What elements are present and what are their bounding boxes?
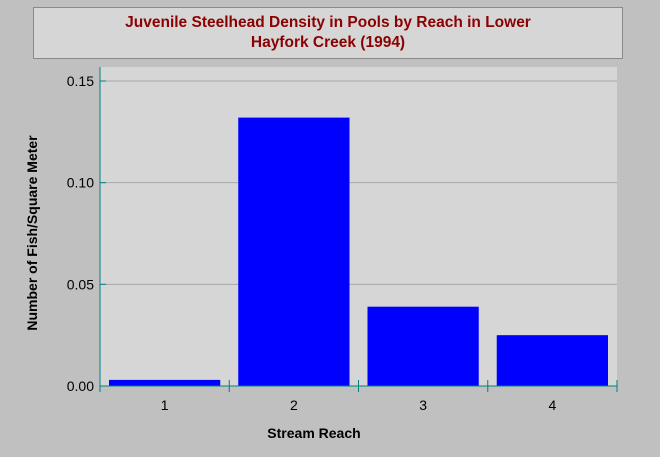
bar <box>496 335 608 386</box>
y-tick-label: 0.00 <box>67 378 94 394</box>
y-tick-label: 0.10 <box>67 175 94 191</box>
chart-title: Juvenile Steelhead Density in Pools by R… <box>33 7 623 59</box>
bar <box>109 379 221 386</box>
y-axis-title: Number of Fish/Square Meter <box>24 135 40 331</box>
bar <box>367 306 479 386</box>
bars <box>109 117 608 386</box>
x-tick-label: 3 <box>419 397 427 413</box>
x-axis-title: Stream Reach <box>267 425 360 441</box>
x-tick-label: 4 <box>548 397 556 413</box>
axes <box>99 67 618 392</box>
gridlines <box>100 80 617 285</box>
tick-labels: 0.00 0.05 0.10 0.15 1 2 3 4 <box>67 73 557 413</box>
y-tick-label: 0.15 <box>67 73 94 89</box>
plot-area <box>100 67 617 386</box>
x-tick-label: 2 <box>290 397 298 413</box>
y-tick-label: 0.05 <box>67 276 94 292</box>
x-tick-label: 1 <box>161 397 169 413</box>
chart-title-line-2: Hayfork Creek (1994) <box>250 34 406 51</box>
chart-title-line-1: Juvenile Steelhead Density in Pools by R… <box>125 14 531 31</box>
bar <box>238 117 350 386</box>
